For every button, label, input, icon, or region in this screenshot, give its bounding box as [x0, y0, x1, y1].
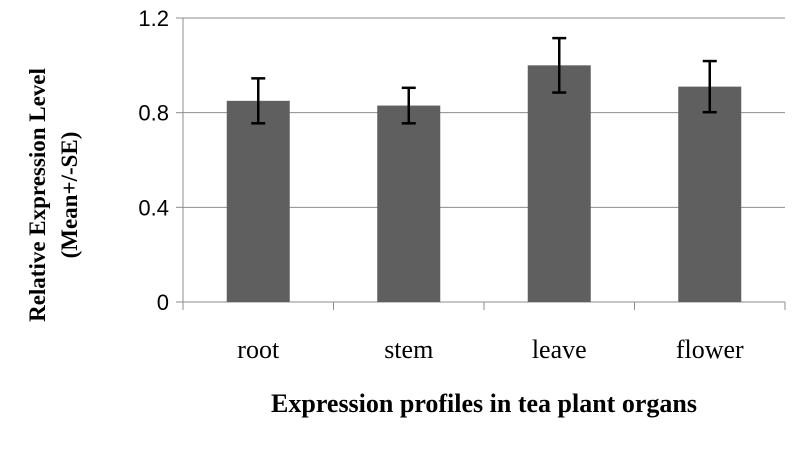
x-tick-label-stem: stem: [384, 335, 433, 364]
error-bars: [251, 36, 717, 125]
y-axis-label-line-2: (Mean+/-SE): [57, 132, 82, 259]
bar-flower: [678, 86, 742, 302]
y-tick-label: 0: [157, 290, 169, 315]
y-tick-label: 0.4: [138, 195, 169, 220]
bars: [226, 65, 742, 302]
bar-leave: [527, 65, 591, 302]
x-tick-label-leave: leave: [532, 335, 587, 364]
x-tick-label-flower: flower: [676, 335, 744, 364]
bar-root: [226, 100, 290, 302]
y-tick-label: 1.2: [138, 6, 169, 31]
x-axis-label: Expression profiles in tea plant organs: [271, 389, 697, 418]
y-axis-label-line-1: Relative Expression Level: [25, 68, 50, 322]
x-tick-labels: root stem leave flower: [237, 335, 744, 364]
y-tick-label: 0.8: [138, 101, 169, 126]
x-tick-label-root: root: [237, 335, 280, 364]
y-tick-labels: 0 0.4 0.8 1.2: [138, 6, 169, 315]
bar-stem: [377, 105, 441, 302]
